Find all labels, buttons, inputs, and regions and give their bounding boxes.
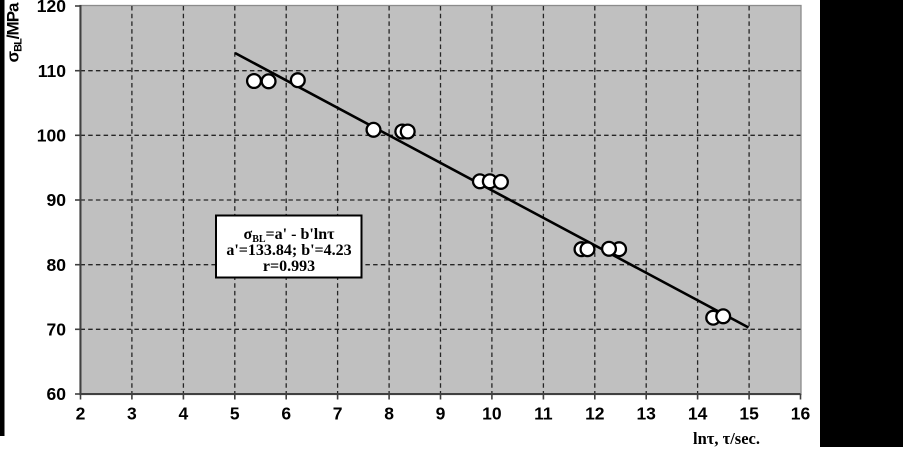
svg-text:6: 6	[281, 404, 291, 424]
svg-text:r=0.993: r=0.993	[263, 258, 315, 275]
svg-text:60: 60	[47, 384, 67, 404]
svg-text:a'=133.84; b'=4.23: a'=133.84; b'=4.23	[226, 242, 351, 259]
svg-text:16: 16	[791, 404, 811, 424]
svg-text:15: 15	[739, 404, 759, 424]
svg-text:4: 4	[179, 404, 189, 424]
svg-text:9: 9	[436, 404, 446, 424]
svg-text:lnτ, τ/sec.: lnτ, τ/sec.	[693, 429, 760, 447]
svg-text:2: 2	[76, 404, 86, 424]
svg-text:80: 80	[47, 255, 67, 275]
svg-text:110: 110	[38, 61, 66, 81]
svg-text:7: 7	[333, 404, 343, 424]
svg-text:σBL=a' - b'lnτ: σBL=a' - b'lnτ	[244, 226, 336, 245]
svg-text:σBL/MPa: σBL/MPa	[4, 2, 25, 63]
svg-text:3: 3	[127, 404, 137, 424]
svg-text:10: 10	[482, 404, 502, 424]
svg-text:12: 12	[585, 404, 605, 424]
svg-text:14: 14	[688, 404, 708, 424]
svg-text:70: 70	[47, 320, 67, 340]
svg-text:5: 5	[230, 404, 240, 424]
svg-text:8: 8	[384, 404, 394, 424]
svg-text:120: 120	[37, 0, 66, 16]
svg-text:11: 11	[534, 404, 553, 424]
svg-text:90: 90	[47, 190, 67, 210]
svg-text:13: 13	[636, 404, 656, 424]
svg-text:100: 100	[37, 126, 66, 146]
